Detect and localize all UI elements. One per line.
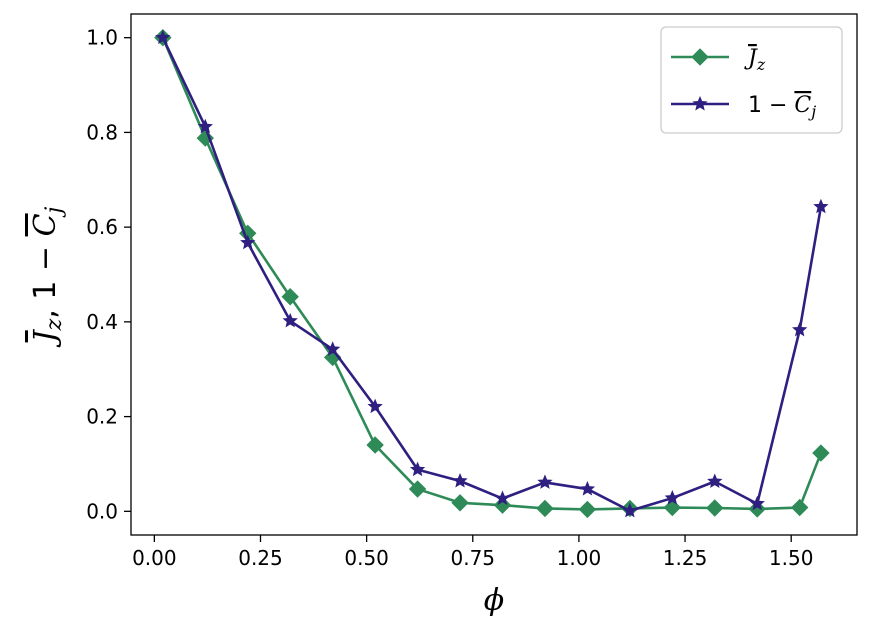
star-marker: [664, 490, 680, 505]
star-marker: [692, 95, 708, 111]
star-marker: [494, 490, 511, 506]
star-marker: [749, 495, 765, 511]
star-marker: [282, 312, 298, 328]
axes-frame: [130, 13, 858, 536]
y-label-symbol-c: C: [28, 213, 63, 236]
y-tick-label: 1.0: [86, 26, 118, 50]
legend-prefix: 1 −: [748, 93, 794, 118]
legend-symbol: J: [744, 46, 758, 71]
y-label-subscript-z: z: [42, 318, 67, 331]
x-axis: 0.00 0.25 0.50 0.75 1.00 1.25 1.50: [132, 535, 813, 570]
star-marker: [707, 473, 723, 488]
star-marker: [367, 398, 383, 414]
diamond-marker: [812, 444, 830, 462]
y-tick-label: 0.6: [86, 215, 118, 239]
star-marker: [197, 118, 213, 134]
y-tick-label: 0.4: [86, 310, 118, 334]
legend-label: 1 − Cj: [748, 93, 816, 121]
star-marker: [240, 234, 256, 250]
star-marker: [537, 474, 553, 489]
star-marker: [622, 502, 638, 518]
diamond-marker: [790, 498, 809, 517]
star-marker: [579, 481, 596, 496]
legend-box: [660, 26, 843, 134]
x-axis-label: ϕ: [484, 583, 504, 618]
y-axis: 0.0 0.2 0.4 0.6 0.8 1.0: [86, 26, 131, 523]
star-marker: [813, 198, 829, 214]
diamond-marker: [663, 498, 682, 517]
series-one-minus-cj: [155, 29, 829, 518]
x-tick-label: 0.75: [451, 546, 496, 570]
legend-label: Jz: [744, 46, 766, 74]
y-tick-label: 0.2: [86, 405, 118, 429]
star-marker: [452, 472, 468, 488]
legend-entry: Jz: [671, 46, 766, 74]
x-tick-label: 1.25: [663, 546, 708, 570]
diamond-marker: [408, 480, 427, 498]
x-tick-label: 1.50: [769, 546, 814, 570]
star-marker: [325, 341, 341, 356]
diamond-marker: [366, 436, 384, 454]
x-tick-label: 0.25: [238, 546, 283, 570]
x-tick-label: 0.50: [344, 546, 389, 570]
y-axis-label: Jz, 1 − Cj: [28, 206, 67, 348]
plot-area: [154, 28, 830, 519]
diamond-marker: [536, 499, 554, 518]
diamond-marker: [578, 500, 597, 519]
x-tick-label: 0.00: [132, 546, 177, 570]
diamond-marker: [706, 499, 724, 517]
y-label-symbol-j: J: [28, 328, 63, 348]
y-label-separator: , 1 −: [28, 236, 63, 318]
legend-subscript: j: [808, 102, 816, 121]
diamond-marker: [493, 496, 512, 514]
y-tick-label: 0.8: [86, 120, 118, 144]
legend: Jz 1 − Cj: [660, 26, 843, 134]
diamond-marker: [281, 288, 299, 306]
star-marker: [792, 321, 808, 337]
x-tick-label: 1.00: [557, 546, 602, 570]
diamond-marker: [748, 500, 766, 518]
legend-subscript: z: [756, 55, 766, 74]
y-tick-label: 0.0: [86, 499, 118, 523]
legend-symbol: C: [794, 93, 811, 118]
star-marker: [155, 29, 171, 45]
legend-entry: 1 − Cj: [671, 93, 816, 121]
diamond-marker: [691, 48, 709, 66]
star-marker: [409, 461, 426, 477]
diamond-marker: [451, 494, 469, 512]
